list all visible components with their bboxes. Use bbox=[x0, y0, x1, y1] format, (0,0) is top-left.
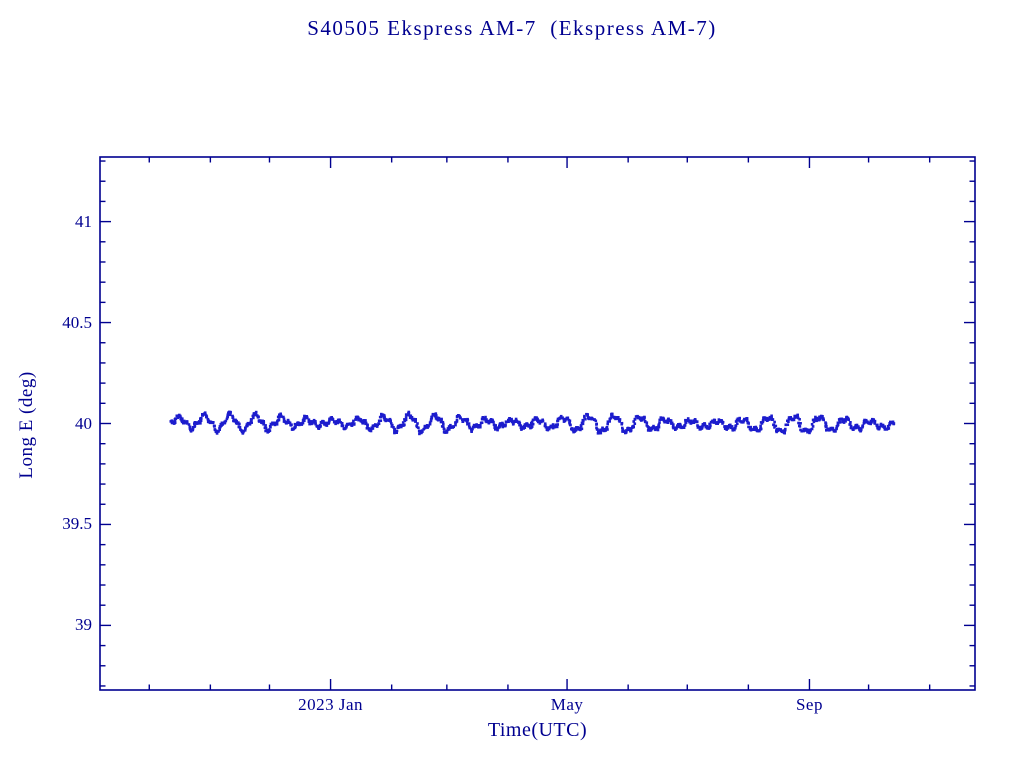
chart-title: S40505 Ekspress AM-7 (Ekspress AM-7) bbox=[307, 16, 717, 40]
y-tick-label: 40 bbox=[75, 413, 92, 433]
x-tick-label: May bbox=[550, 695, 584, 714]
y-tick-label: 41 bbox=[75, 211, 92, 231]
x-tick-label: Sep bbox=[795, 695, 823, 714]
scatter-series bbox=[169, 410, 896, 436]
x-axis-label: Time(UTC) bbox=[487, 719, 588, 741]
y-tick-label: 39.5 bbox=[62, 514, 92, 534]
y-tick-label: 40.5 bbox=[62, 312, 92, 332]
y-tick-label: 39 bbox=[75, 615, 92, 635]
x-tick-label: 2023 Jan bbox=[298, 695, 364, 714]
